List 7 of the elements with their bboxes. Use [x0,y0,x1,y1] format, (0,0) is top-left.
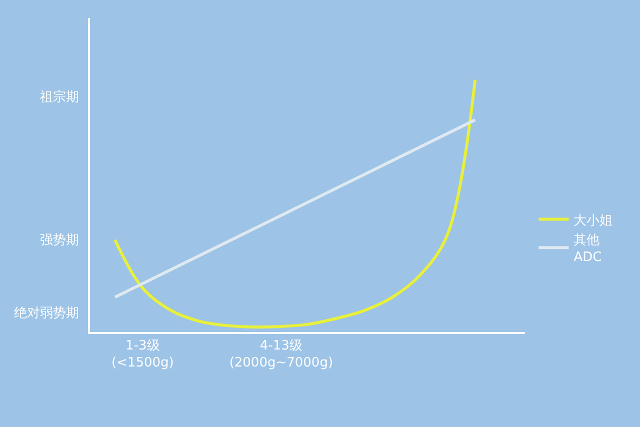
x-tick-label: 4-13级 (2000g~7000g) [229,338,334,370]
legend-label: 大小姐 [574,213,613,228]
x-tick-label: 1-3级 (<1500g) [111,338,174,370]
text: 祖宗期 [40,89,79,105]
text: 强势期 [40,233,79,248]
legend-label: 其他 ADC [574,233,602,266]
text: 绝对弱势期 [14,306,79,321]
